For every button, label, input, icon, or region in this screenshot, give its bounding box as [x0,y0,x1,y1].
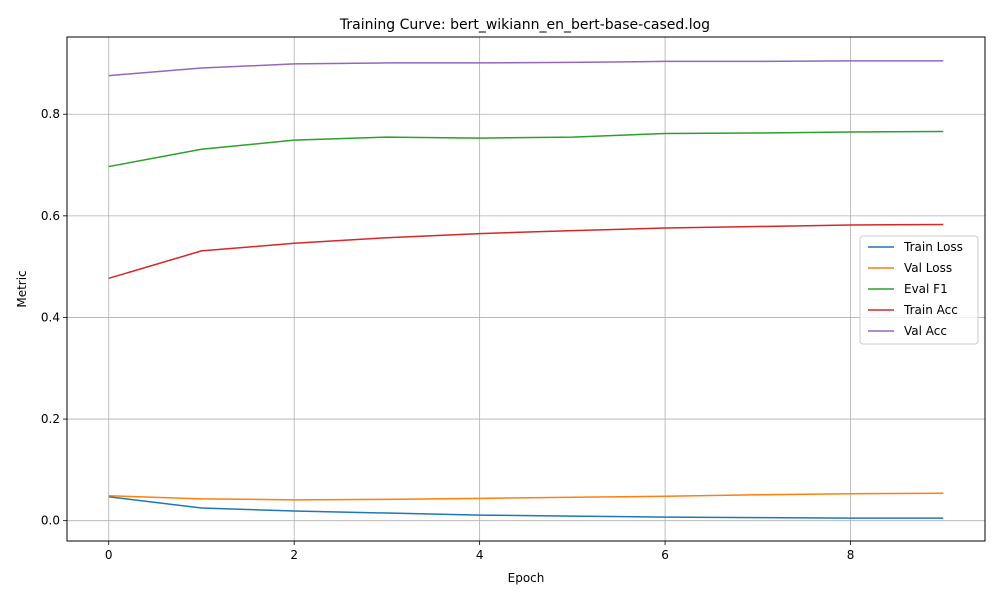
series-line-eval-f1 [108,130,944,168]
y-axis-label: Metric [15,270,29,307]
series-line-val-loss [108,492,944,501]
y-tick-label: 0.0 [41,514,60,528]
x-tick-label: 6 [661,548,669,562]
x-tick-label: 2 [290,548,298,562]
y-tick-label: 0.4 [41,310,60,324]
y-tick-label: 0.8 [41,107,60,121]
grid-lines [67,37,985,541]
x-tick-label: 8 [847,548,855,562]
series-line-train-loss [108,496,944,519]
x-axis-label: Epoch [508,571,545,585]
legend-label-train-loss: Train Loss [903,240,963,254]
legend-box [859,235,979,345]
y-axis-ticks: 0.0 0.2 0.4 0.6 0.8 [41,107,67,528]
legend: Train Loss Val Loss Eval F1 Train Acc Val Ac… [859,235,979,345]
legend-label-val-acc: Val Acc [904,324,947,338]
y-tick-label: 0.2 [41,412,60,426]
series-line-val-acc [108,60,944,77]
series-lines [108,60,944,519]
chart-title: Training Curve: bert_wikiann_en_bert-bas… [339,17,710,33]
x-tick-label: 0 [105,548,113,562]
x-axis-ticks: 0 2 4 6 8 [105,541,854,562]
x-tick-label: 4 [476,548,484,562]
legend-label-train-acc: Train Acc [903,303,958,317]
legend-label-val-loss: Val Loss [904,261,952,275]
series-line-train-acc [108,223,944,280]
legend-label-eval-f1: Eval F1 [904,282,948,296]
plot-frame [66,36,986,542]
y-tick-label: 0.6 [41,209,60,223]
